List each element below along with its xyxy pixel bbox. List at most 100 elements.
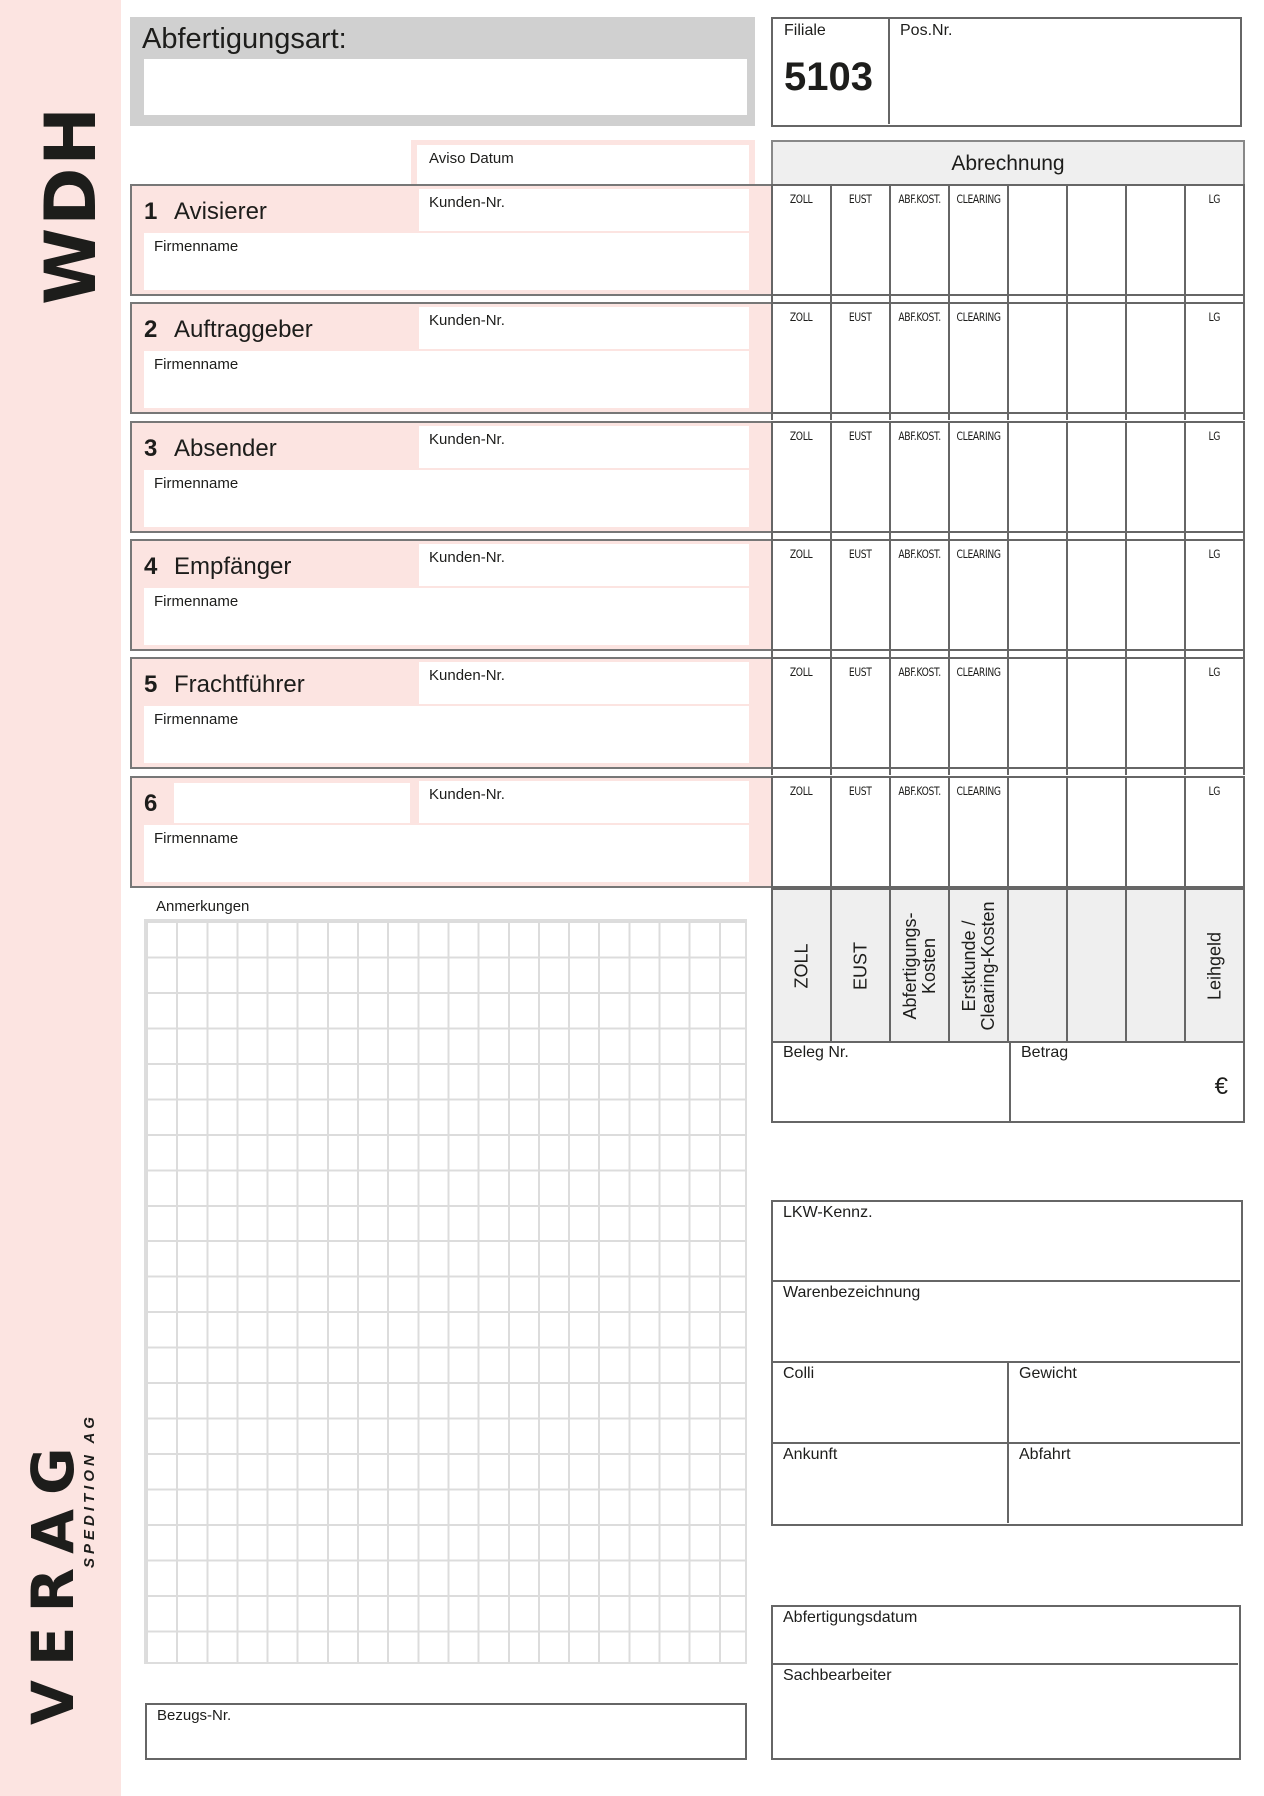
billing-cell[interactable]: ZOLL (773, 777, 832, 886)
truck-plate-field[interactable]: LKW-Kennz. (773, 1202, 1240, 1282)
company-name-field[interactable]: Firmenname (144, 469, 749, 527)
company-sub-logo: SPEDITION AG (81, 1413, 98, 1568)
billing-cell[interactable]: LG (1186, 186, 1243, 294)
billing-cell[interactable]: CLEARING (950, 659, 1009, 768)
billing-title: Abrechnung (951, 152, 1065, 175)
billing-cell[interactable]: EUST (832, 422, 891, 531)
weight-field[interactable]: Gewicht (1009, 1363, 1240, 1444)
billing-cell[interactable]: EUST (832, 777, 891, 886)
billing-cell-label: ABF.KOST. (898, 192, 941, 206)
billing-cell[interactable]: ABF.KOST. (891, 540, 950, 649)
billing-cell[interactable]: ZOLL (773, 186, 832, 294)
billing-cell[interactable]: ABF.KOST. (891, 304, 950, 413)
notes-grid[interactable] (144, 919, 747, 1664)
billing-cell[interactable]: ZOLL (773, 422, 832, 531)
party-section: 1 Avisierer Kunden-Nr. Firmenname (130, 184, 771, 296)
billing-cell[interactable]: EUST (832, 186, 891, 294)
billing-cell-label: EUST (849, 428, 872, 443)
billing-cell[interactable] (1068, 777, 1127, 886)
billing-cell[interactable]: LG (1186, 659, 1243, 767)
company-name-label: Firmenname (154, 238, 239, 255)
customer-no-field[interactable]: Kunden-Nr. (419, 662, 749, 705)
billing-cell-label: EUST (849, 310, 872, 325)
billing-cell[interactable]: CLEARING (950, 186, 1009, 294)
billing-cell-label: ZOLL (790, 192, 813, 206)
billing-cell[interactable]: EUST (832, 304, 891, 413)
billing-cell[interactable] (1009, 304, 1068, 413)
billing-cell[interactable]: ABF.KOST. (891, 659, 950, 768)
company-name-field[interactable]: Firmenname (144, 706, 749, 764)
reference-label: Bezugs-Nr. (157, 1707, 232, 1724)
party-number: 2 (144, 316, 158, 344)
billing-cell[interactable]: CLEARING (950, 304, 1009, 413)
amount-field[interactable]: Betrag € (1011, 1041, 1242, 1121)
customer-no-field[interactable]: Kunden-Nr. (419, 543, 749, 586)
billing-cell[interactable]: LG (1186, 541, 1243, 649)
customer-no-field[interactable]: Kunden-Nr. (419, 780, 749, 823)
company-name-field[interactable]: Firmenname (144, 824, 749, 882)
arrival-label: Ankunft (783, 1446, 838, 1463)
clearance-type-field[interactable] (144, 59, 747, 115)
billing-cell[interactable] (1068, 659, 1127, 768)
billing-cell-label: LG (1208, 665, 1221, 680)
processing-date-field[interactable]: Abfertigungsdatum (773, 1607, 1238, 1665)
billing-cell-label: CLEARING (956, 310, 1001, 325)
billing-cell[interactable]: ZOLL (773, 304, 832, 413)
billing-cell[interactable]: EUST (832, 659, 891, 768)
billing-cell[interactable]: ABF.KOST. (891, 422, 950, 531)
arrival-field[interactable]: Ankunft (773, 1444, 1009, 1523)
billing-cell[interactable]: EUST (832, 540, 891, 649)
party-title-field[interactable] (174, 782, 410, 823)
billing-cell[interactable] (1009, 540, 1068, 649)
billing-cell[interactable]: ABF.KOST. (891, 777, 950, 886)
billing-cell[interactable]: ABF.KOST. (891, 186, 950, 294)
company-name-field[interactable]: Firmenname (144, 587, 749, 645)
billing-cell-label: ZOLL (790, 665, 813, 680)
party-number: 6 (144, 789, 158, 817)
billing-row: ZOLL EUST ABF.KOST. CLEARING LG (771, 775, 1245, 888)
position-field[interactable] (893, 43, 1239, 124)
departure-field[interactable]: Abfahrt (1009, 1444, 1240, 1523)
billing-cell[interactable] (1127, 659, 1186, 768)
party-title: Frachtführer (174, 671, 305, 699)
billing-cell[interactable] (1068, 304, 1127, 413)
company-name-field[interactable]: Firmenname (144, 233, 749, 290)
clerk-field[interactable]: Sachbearbeiter (773, 1665, 1238, 1757)
billing-cell[interactable]: CLEARING (950, 777, 1009, 886)
billing-cell[interactable]: LG (1186, 778, 1243, 886)
billing-cell[interactable] (1127, 422, 1186, 531)
billing-cell[interactable] (1127, 186, 1186, 294)
customer-no-field[interactable]: Kunden-Nr. (419, 189, 749, 231)
billing-cell[interactable] (1068, 422, 1127, 531)
billing-cell[interactable] (1009, 659, 1068, 768)
customer-no-field[interactable]: Kunden-Nr. (419, 307, 749, 350)
receipt-field[interactable]: Beleg Nr. (773, 1041, 1011, 1121)
billing-cell[interactable]: LG (1186, 423, 1243, 531)
billing-column-header: ZOLL (773, 890, 832, 1041)
aviso-date-field[interactable]: Aviso Datum (417, 145, 749, 186)
company-name-field[interactable]: Firmenname (144, 351, 749, 409)
billing-row: ZOLL EUST ABF.KOST. CLEARING LG (771, 420, 1245, 533)
party-number: 5 (144, 671, 158, 699)
billing-cell[interactable] (1068, 540, 1127, 649)
customer-no-field[interactable]: Kunden-Nr. (419, 425, 749, 468)
branch-position-box: Filiale 5103 Pos.Nr. (771, 17, 1242, 127)
branch-cell[interactable]: Filiale 5103 (773, 19, 890, 124)
billing-cell[interactable]: ZOLL (773, 540, 832, 649)
billing-cell[interactable] (1068, 186, 1127, 294)
billing-cell[interactable]: LG (1186, 304, 1243, 412)
billing-cell[interactable]: CLEARING (950, 422, 1009, 531)
reference-field[interactable]: Bezugs-Nr. (145, 1703, 747, 1760)
party-title: Absender (174, 434, 277, 462)
branch-value: 5103 (784, 55, 873, 99)
billing-cell[interactable] (1009, 422, 1068, 531)
billing-cell[interactable]: CLEARING (950, 540, 1009, 649)
billing-cell[interactable]: ZOLL (773, 659, 832, 768)
packages-field[interactable]: Colli (773, 1363, 1009, 1444)
billing-cell[interactable] (1127, 777, 1186, 886)
billing-cell[interactable] (1127, 540, 1186, 649)
goods-field[interactable]: Warenbezeichnung (773, 1282, 1240, 1363)
billing-cell[interactable] (1127, 304, 1186, 413)
billing-cell[interactable] (1009, 777, 1068, 886)
billing-cell[interactable] (1009, 186, 1068, 294)
